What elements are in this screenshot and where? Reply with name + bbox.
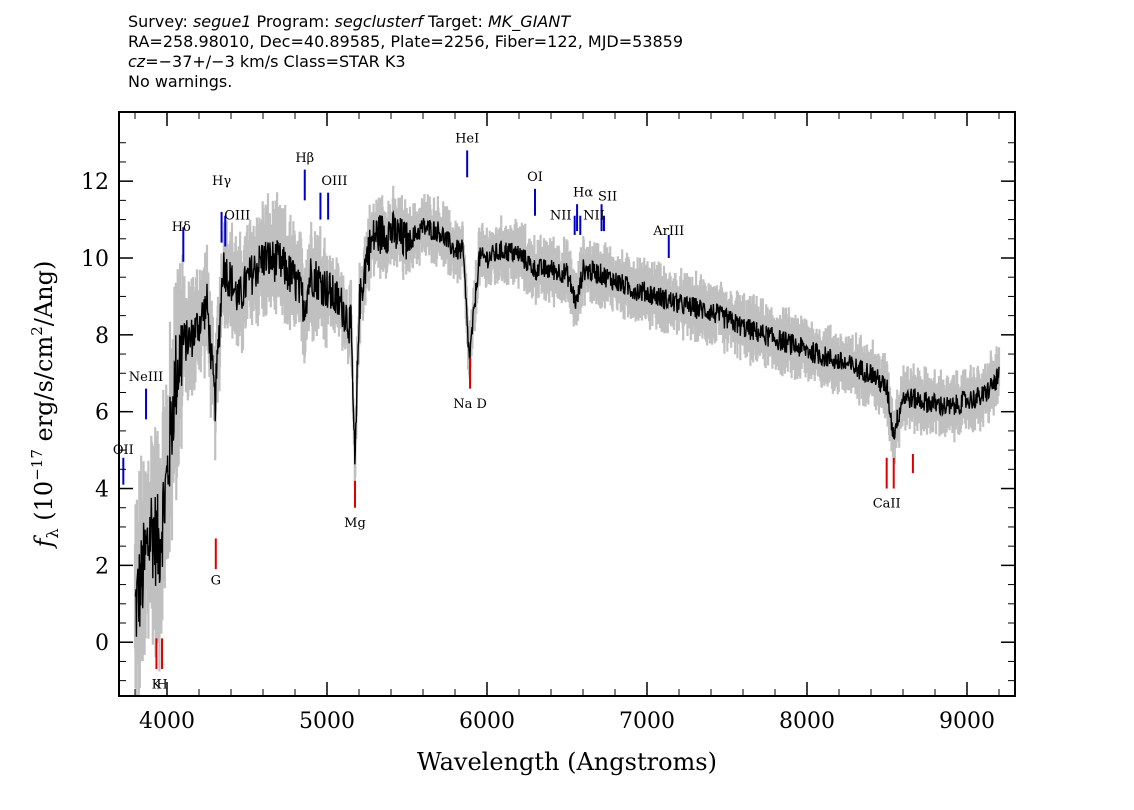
emission-line-label: NeIII	[129, 370, 163, 385]
emission-line-label: OIII	[321, 174, 347, 189]
survey-label: Survey:	[128, 12, 193, 31]
emission-line-label: HeI	[455, 132, 479, 147]
y-tick-label: 8	[95, 324, 109, 349]
emission-line-label: Hδ	[172, 220, 191, 235]
emission-line-label: NII	[550, 209, 572, 224]
program-label: Program:	[251, 12, 335, 31]
header-line-1: Survey: segue1 Program: segclusterf Targ…	[128, 12, 683, 32]
x-axis-title: Wavelength (Angstroms)	[417, 748, 717, 776]
cz-label: cz	[128, 52, 146, 71]
emission-line-label: NII	[583, 209, 605, 224]
program-value: segclusterf	[334, 12, 423, 31]
y-tick-label: 10	[81, 247, 109, 272]
x-tick-label: 9000	[939, 709, 995, 734]
y-tick-label: 6	[95, 401, 109, 426]
x-tick-label: 8000	[779, 709, 835, 734]
target-value: MK_GIANT	[488, 12, 571, 31]
class-text: km/s Class=STAR K3	[234, 52, 406, 71]
header-line-2: RA=258.98010, Dec=40.89585, Plate=2256, …	[128, 32, 684, 51]
x-tick-label: 7000	[619, 709, 675, 734]
flux-series	[134, 209, 1000, 637]
target-label: Target:	[422, 12, 488, 31]
absorption-line-label: CaII	[873, 497, 901, 512]
axis-ticks: 4000 5000 6000 7000 8000 9000 0 2 4 6 8 10 12	[81, 112, 1015, 734]
absorption-line-label: G	[211, 574, 221, 589]
absorption-line-label: Na D	[453, 397, 487, 412]
absorption-line-label: H	[156, 677, 167, 692]
absorption-line-label: Mg	[344, 516, 366, 531]
y-tick-label: 12	[81, 170, 109, 195]
header-line-4: No warnings.	[128, 72, 233, 91]
emission-line-label: Hγ	[212, 174, 231, 189]
emission-line-label: ArIII	[652, 224, 684, 239]
y-axis-title: fλ (10−17 erg/s/cm2/Ang)	[28, 261, 62, 550]
y-tick-label: 0	[95, 631, 109, 656]
plot-header: Survey: segue1 Program: segclusterf Targ…	[128, 12, 683, 92]
emission-line-label: OIII	[224, 209, 250, 224]
y-tick-label: 4	[95, 478, 109, 503]
x-tick-label: 4000	[139, 709, 195, 734]
header-line-3: cz=−37+/−3 km/s Class=STAR K3	[128, 52, 683, 72]
absorption-line-label: K	[152, 677, 162, 692]
y-tick-label: 2	[95, 554, 109, 579]
survey-value: segue1	[192, 12, 252, 31]
flux-line	[134, 209, 1000, 637]
emission-line-label: Hβ	[295, 151, 314, 166]
x-tick-label: 5000	[299, 709, 355, 734]
plot-frame	[118, 111, 1016, 697]
x-tick-label: 6000	[459, 709, 515, 734]
emission-line-label: SII	[598, 189, 617, 204]
emission-line-label: Hα	[573, 186, 593, 201]
cz-value: =−37+/−3	[145, 52, 235, 71]
emission-line-label: OI	[527, 170, 543, 185]
